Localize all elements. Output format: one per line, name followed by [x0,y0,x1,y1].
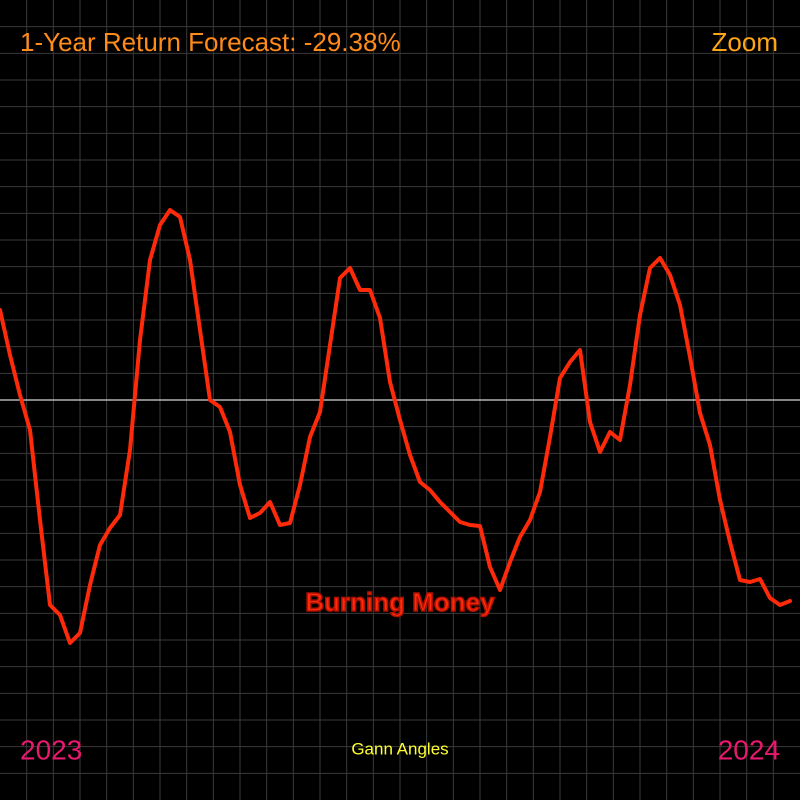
plot [0,208,800,645]
data-line [0,208,792,645]
footer-label: Gann Angles [351,739,448,758]
end-label: 2024 [718,734,780,765]
start-label: 2023 [20,734,82,765]
chart-title: 1-Year Return Forecast: -29.38% [20,27,401,57]
zoom-button[interactable]: Zoom [712,27,778,57]
annotation: Burning Money [305,587,495,617]
